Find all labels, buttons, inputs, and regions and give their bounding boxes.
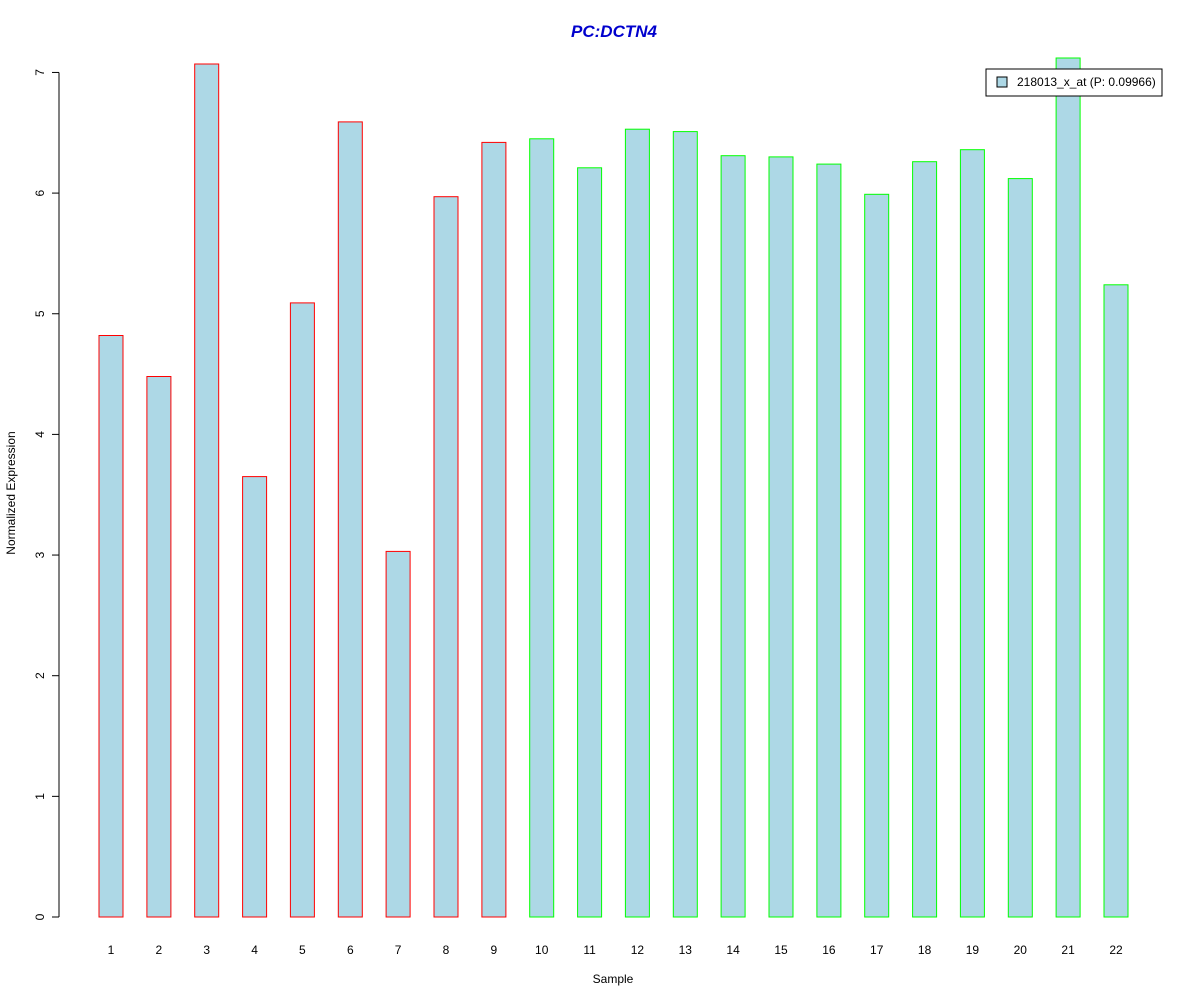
y-tick-label: 3 [33,551,47,558]
x-tick-label: 22 [1109,943,1123,957]
x-tick-label: 8 [443,943,450,957]
x-tick-label: 11 [583,943,596,957]
x-tick-label: 9 [491,943,498,957]
x-tick-label: 6 [347,943,354,957]
x-tick-label: 19 [966,943,980,957]
x-tick-label: 5 [299,943,306,957]
y-tick-label: 2 [33,672,47,679]
y-tick-label: 4 [33,431,47,438]
legend-entry: 218013_x_at (P: 0.09966) [1017,75,1156,89]
x-tick-label: 16 [822,943,836,957]
y-axis-label: Normalized Expression [4,431,18,554]
x-tick-label: 7 [395,943,402,957]
x-axis-label: Sample [593,972,634,986]
bar-sample-12 [624,128,650,918]
y-tick-label: 6 [33,189,47,196]
y-tick-label: 7 [33,69,47,76]
x-tick-label: 4 [251,943,258,957]
bar-sample-1 [98,335,124,918]
bar-sample-6 [337,121,363,918]
y-tick-label: 5 [33,310,47,317]
bar-sample-13 [672,131,698,918]
y-tick-label: 0 [33,913,47,920]
bar-sample-15 [768,156,794,918]
bar-sample-14 [720,155,746,918]
bar-sample-22 [1103,284,1129,918]
x-tick-label: 10 [535,943,549,957]
bar-sample-18 [912,161,938,918]
y-axis: 0 1 2 3 4 5 6 7 [33,69,60,920]
x-tick-label: 21 [1061,943,1075,957]
bar-sample-4 [242,476,268,918]
x-tick-label: 1 [108,943,115,957]
bar-sample-8 [433,196,459,918]
bars-group [98,57,1129,918]
bar-sample-21 [1055,57,1081,918]
bar-sample-7 [385,550,411,918]
x-tick-label: 17 [870,943,884,957]
x-tick-label: 15 [774,943,788,957]
bar-sample-16 [816,163,842,918]
x-tick-label: 3 [203,943,210,957]
bar-sample-17 [864,193,890,918]
legend-swatch [996,76,1008,88]
bar-sample-9 [481,141,507,918]
bar-sample-19 [959,149,985,918]
x-tick-label: 18 [918,943,932,957]
bar-sample-11 [577,167,603,918]
bar-sample-10 [529,138,555,918]
x-tick-labels: 1 2 3 4 5 6 7 8 9 10 11 12 13 14 15 16 17 18 19 20 21 22 [108,943,1123,957]
bar-sample-3 [194,63,220,918]
x-tick-label: 13 [679,943,693,957]
chart-title: PC:DCTN4 [571,22,657,41]
legend-box [985,68,1163,97]
x-tick-label: 12 [631,943,645,957]
x-tick-label: 2 [156,943,163,957]
x-tick-label: 14 [726,943,740,957]
legend: 218013_x_at (P: 0.09966) [985,68,1163,97]
x-tick-label: 20 [1014,943,1028,957]
bar-sample-2 [146,376,172,918]
bar-sample-20 [1007,178,1033,918]
y-tick-label: 1 [33,793,47,800]
bar-sample-5 [289,302,315,918]
